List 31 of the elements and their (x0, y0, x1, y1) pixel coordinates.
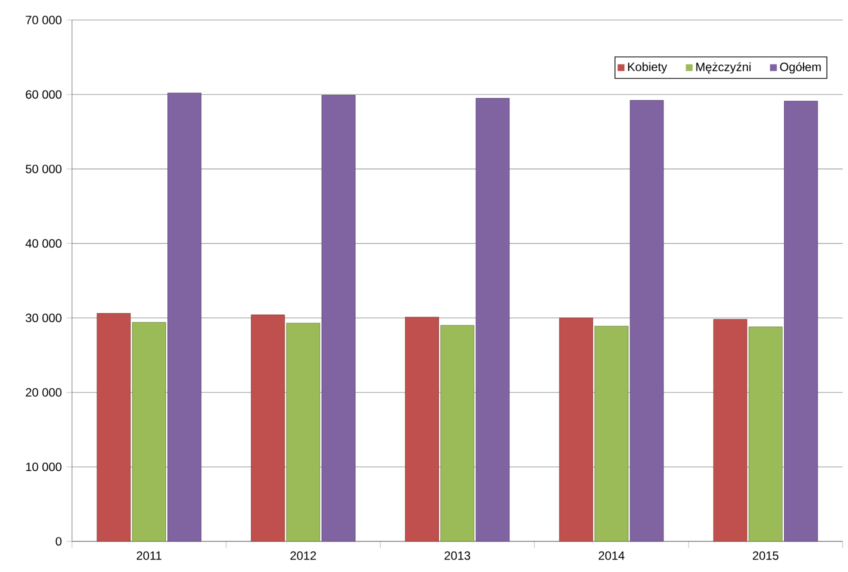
y-tick-label: 0 (56, 537, 62, 546)
x-tick-label: 2011 (136, 551, 162, 560)
legend-label: Kobiety (628, 62, 668, 74)
bar (405, 316, 439, 542)
bar (559, 318, 594, 542)
bar (167, 92, 202, 542)
y-tick-label: 30 000 (26, 314, 62, 322)
bar (132, 322, 166, 542)
x-tick-label: 2015 (752, 551, 778, 560)
bar (96, 313, 131, 542)
legend-label: Mężczyźni (696, 62, 751, 74)
y-tick-label: 50 000 (26, 164, 62, 174)
bar (322, 94, 356, 542)
x-tick-label: 2013 (444, 551, 470, 560)
bar (440, 325, 474, 542)
bar (286, 322, 320, 542)
x-tick-label: 2014 (598, 551, 624, 560)
bar (594, 326, 628, 542)
bar (630, 100, 664, 542)
y-tick-label: 10 000 (26, 462, 62, 472)
y-tick-label: 60 000 (26, 90, 62, 99)
y-tick-label: 20 000 (26, 388, 62, 397)
bar (784, 100, 818, 542)
bar (713, 319, 748, 542)
x-tick-label: 2012 (290, 551, 316, 560)
y-tick-label: 70 000 (26, 16, 62, 24)
bar (250, 314, 285, 542)
bar (748, 326, 783, 542)
y-tick-label: 40 000 (26, 239, 62, 248)
bar (476, 98, 510, 542)
legend-label: Ogółem (780, 62, 821, 74)
